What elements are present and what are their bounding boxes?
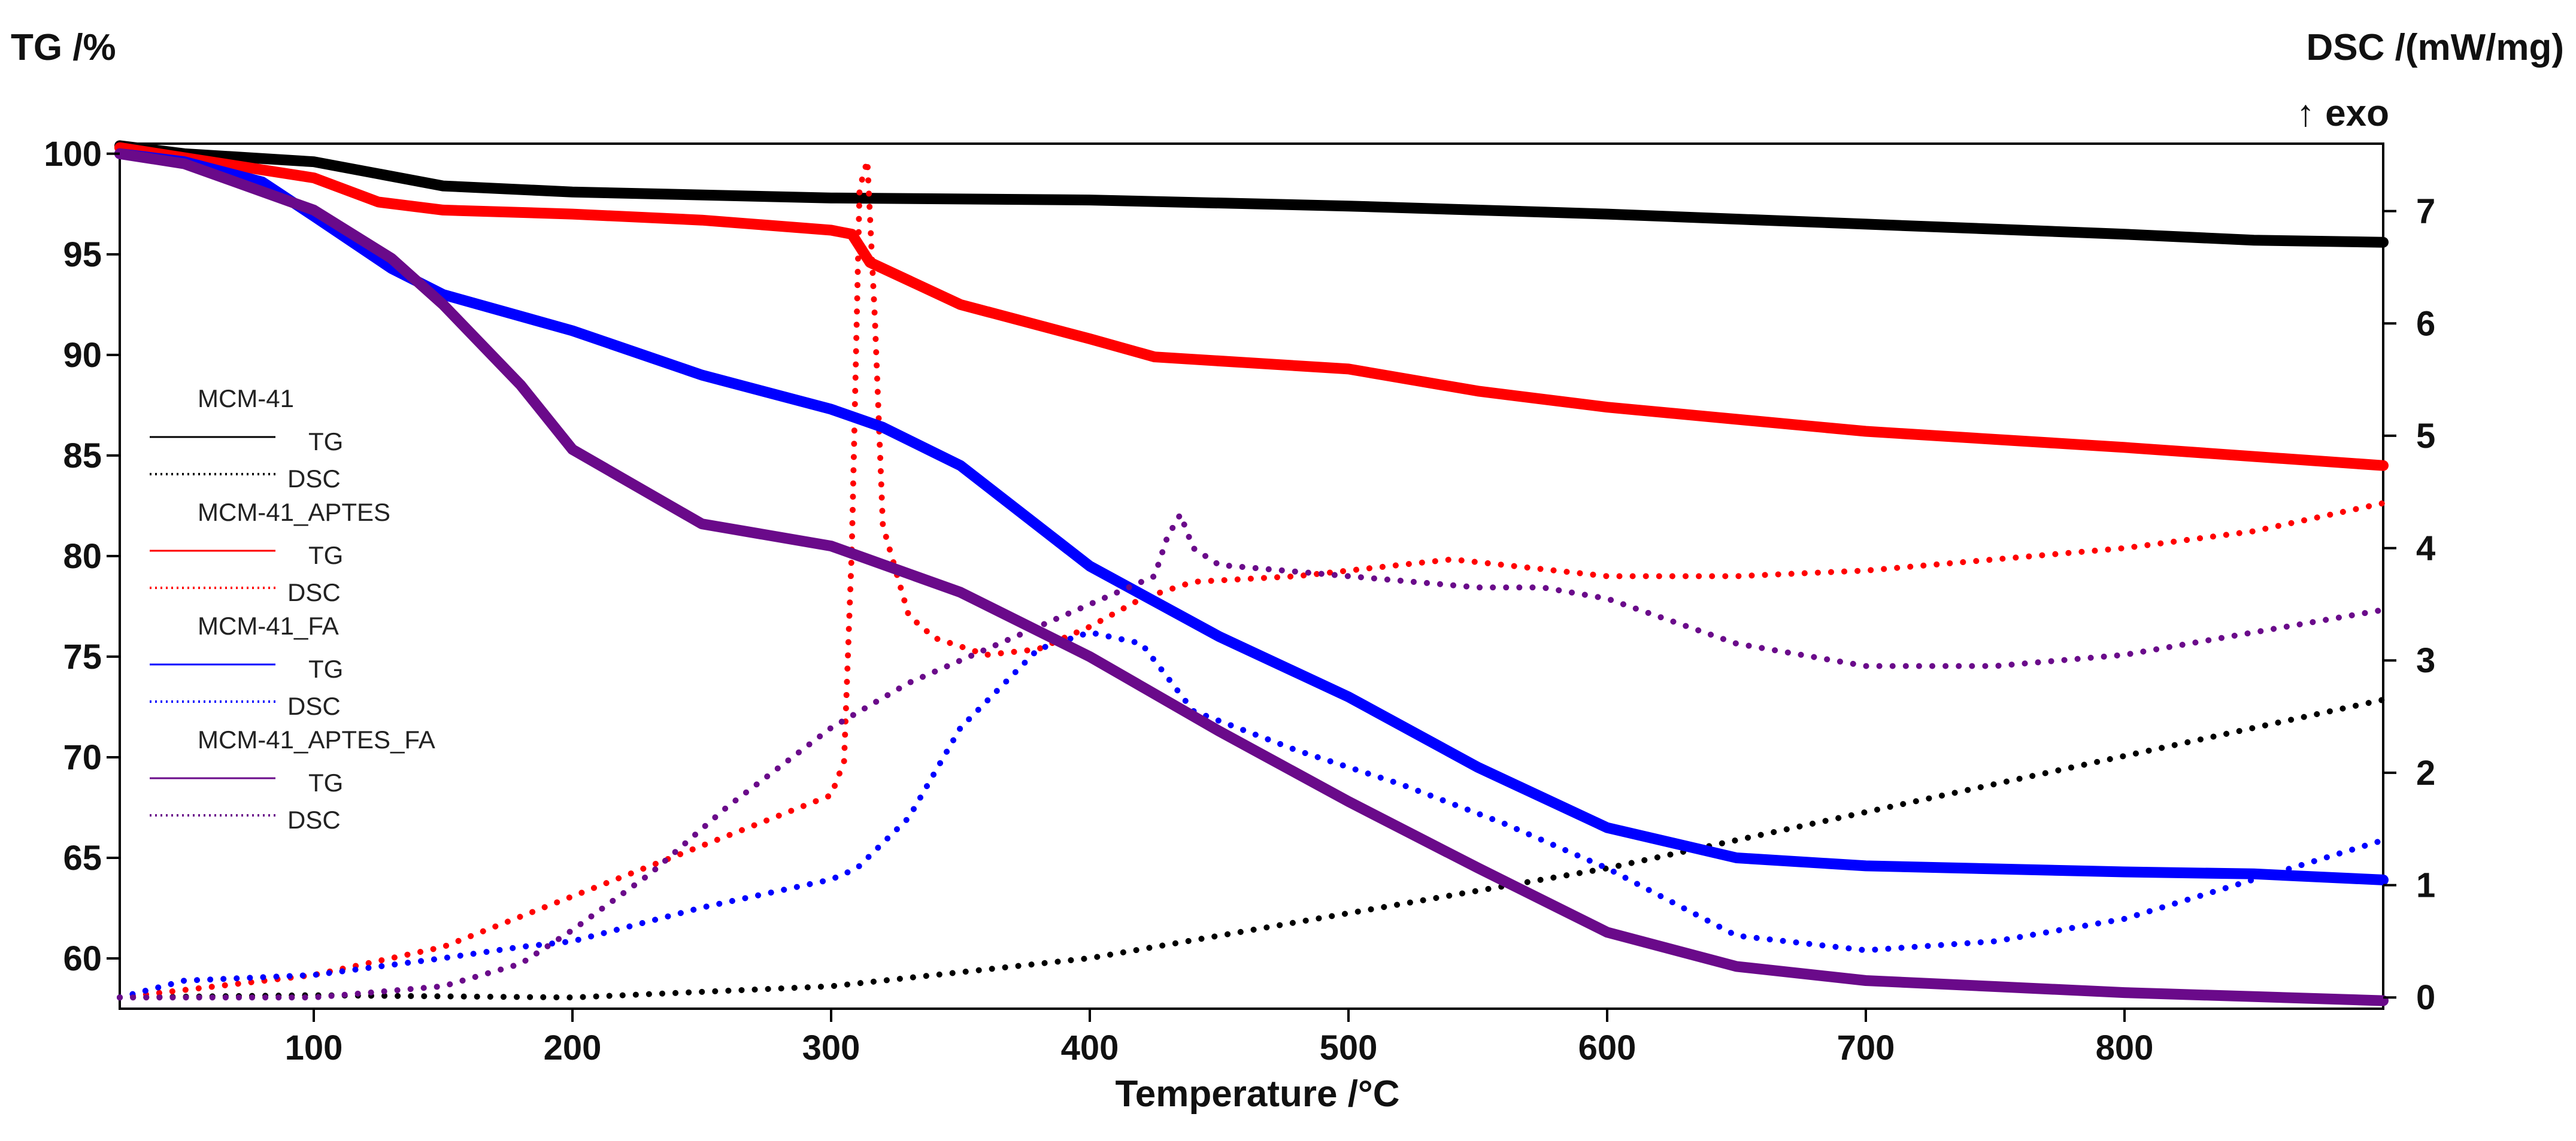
y-right-tick-label: 7 <box>2416 192 2435 231</box>
legend-label-dsc-mcm-41-aptes: DSC <box>287 578 341 606</box>
series-mcm-41-dsc <box>117 696 2386 1001</box>
plot-area: 100 200 300 400 500 600 700 8006065707580859095… <box>44 135 2435 1067</box>
series-mcm-41-fa-tg <box>114 148 2389 885</box>
legend-label-tg-mcm-41-aptes: TG <box>308 541 343 569</box>
x-tick-label: 500 <box>1320 1028 1378 1067</box>
legend-title-mcm-41-fa: MCM-41_FA <box>198 612 339 640</box>
y-left-tick-label: 70 <box>63 738 102 777</box>
legend-label-tg-mcm-41-fa: TG <box>308 655 343 683</box>
legend-title-mcm-41: MCM-41 <box>198 384 294 412</box>
x-axis-title: Temperature /°C <box>1116 1073 1400 1115</box>
x-tick-label: 600 <box>1578 1028 1636 1067</box>
x-tick-label: 800 <box>2096 1028 2154 1067</box>
x-tick-label: 700 <box>1837 1028 1895 1067</box>
series-mcm-41-aptes-fa-dsc <box>117 511 2386 1001</box>
y-right-tick-label: 0 <box>2416 978 2435 1017</box>
series-mcm-41-aptes-fa-tg <box>114 148 2389 1006</box>
x-tick-label: 200 <box>544 1028 602 1067</box>
legend: MCM-41 TG DSC MCM-41_APTES TG DSC MCM-41_FA TG D… <box>150 384 435 834</box>
y-left-tick-label: 85 <box>63 436 102 475</box>
series-mcm-41-aptes-tg <box>114 142 2389 471</box>
y-right-tick-label: 3 <box>2416 641 2435 680</box>
y-left-tick-label: 60 <box>63 939 102 978</box>
legend-label-tg-mcm-41: TG <box>308 427 343 456</box>
legend-label-tg-mcm-41-aptes-fa: TG <box>308 769 343 797</box>
y-left-tick-label: 75 <box>63 638 102 676</box>
legend-label-dsc-mcm-41-aptes-fa: DSC <box>287 806 341 834</box>
legend-label-dsc-mcm-41-fa: DSC <box>287 692 341 720</box>
plot-frame <box>119 142 2384 1010</box>
axes: TG /% DSC /(mW/mg) ↑ exo Temperature /°C <box>11 27 2564 1115</box>
y-right-tick-label: 1 <box>2416 866 2435 905</box>
series-mcm-41-aptes-dsc <box>117 157 2386 1001</box>
y-left-axis-title: TG /% <box>11 27 116 68</box>
y-left-tick-label: 100 <box>44 135 102 174</box>
y-left-tick-label: 90 <box>63 336 102 375</box>
legend-label-dsc-mcm-41: DSC <box>287 465 341 493</box>
y-left-tick-label: 80 <box>63 537 102 576</box>
series-mcm-41-tg <box>114 140 2389 248</box>
y-left-tick-label: 95 <box>63 235 102 274</box>
y-right-axis-title: DSC /(mW/mg) <box>2306 27 2564 68</box>
x-tick-label: 300 <box>802 1028 860 1067</box>
y-right-tick-label: 6 <box>2416 304 2435 343</box>
y-left-tick-label: 65 <box>63 839 102 878</box>
x-tick-label: 400 <box>1061 1028 1119 1067</box>
y-right-axis-note: ↑ exo <box>2296 93 2389 134</box>
legend-title-mcm-41-aptes-fa: MCM-41_APTES_FA <box>198 726 435 754</box>
y-right-tick-label: 4 <box>2416 529 2435 568</box>
x-tick-label: 100 <box>285 1028 343 1067</box>
y-right-tick-label: 2 <box>2416 754 2435 793</box>
y-right-tick-label: 5 <box>2416 417 2435 456</box>
legend-title-mcm-41-aptes: MCM-41_APTES <box>198 498 390 526</box>
